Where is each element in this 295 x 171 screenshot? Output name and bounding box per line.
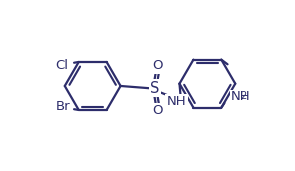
Text: NH: NH xyxy=(167,95,186,108)
Text: 2: 2 xyxy=(241,91,247,101)
Text: NH: NH xyxy=(231,90,250,103)
Text: Br: Br xyxy=(56,100,71,113)
Text: O: O xyxy=(153,60,163,73)
Text: S: S xyxy=(150,81,159,96)
Text: O: O xyxy=(153,104,163,117)
Text: Cl: Cl xyxy=(55,59,68,72)
